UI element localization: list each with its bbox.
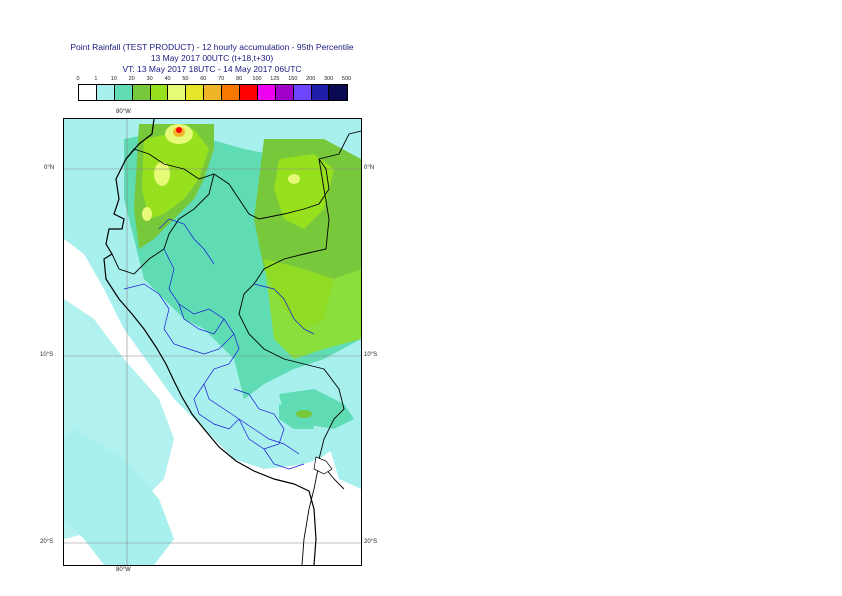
legend-label-2: 10 [110,76,117,82]
title-line-3: VT: 13 May 2017 18UTC - 14 May 2017 06UT… [122,64,302,74]
legend-label-4: 30 [146,76,153,82]
legend-label-12: 150 [288,76,298,82]
legend-swatch-0 [79,85,97,100]
legend-swatch-8 [222,85,241,100]
region-boundary-3 [178,303,225,335]
legend-label-6: 50 [182,76,189,82]
legend-label-13: 200 [306,76,316,82]
rain-area-east [324,419,361,489]
rain-area-lime-east [274,154,334,229]
legend-label-14: 300 [324,76,334,82]
rain-cell-yellow-4 [288,174,300,184]
legend-swatch-6 [186,85,205,100]
region-boundary-7 [253,283,315,335]
legend-swatch-1 [96,85,115,100]
legend-swatch-4 [150,85,169,100]
legend-swatch-2 [114,85,133,100]
rain-cell-yellow-3 [142,207,152,221]
legend-swatch-9 [240,85,258,100]
legend-label-3: 20 [128,76,135,82]
title-line-2: 13 May 2017 00UTC (t+18,t+30) [150,53,274,63]
rain-area-lime [264,259,361,359]
legend-label-10: 100 [252,76,262,82]
region-boundary-2 [123,283,235,355]
region-boundary-4 [193,383,240,430]
rain-cell-green-south [296,410,312,418]
legend-label-5: 40 [164,76,171,82]
rain-cell-red [176,127,182,133]
coastline [103,119,317,565]
rain-area-lime-north [142,129,209,219]
legend-label-1: 1 [94,76,98,82]
rainfall-map [63,118,362,566]
lat-label-left-10: 10°S [40,352,54,358]
legend-color-bar [78,84,349,101]
legend-swatch-7 [204,85,223,100]
border-bolivia-chile [301,463,320,565]
rain-area-ocean-south [64,429,174,565]
legend-swatch-12 [293,85,312,100]
border-colombia [125,130,361,220]
legend-label-7: 60 [200,76,207,82]
legend-swatch-3 [132,85,151,100]
rain-area-medium-3 [279,404,314,429]
lat-label-left-20: 20°S [40,539,54,545]
legend-label-0: 0 [76,76,80,82]
legend-swatch-14 [329,85,348,100]
lat-label-right-0: 0°N [364,165,375,171]
lat-label-right-10: 10°S [364,352,378,358]
legend-label-9: 80 [236,76,243,82]
rain-cell-yellow-2 [154,162,170,186]
title-line-1: Point Rainfall (TEST PRODUCT) - 12 hourl… [70,42,354,52]
region-boundary-5 [233,388,285,450]
legend-label-8: 70 [218,76,225,82]
lon-label-top: 80°W [116,109,131,115]
legend-label-15: 500 [341,76,352,82]
legend-swatch-13 [311,85,330,100]
lat-label-right-20: 20°S [364,539,378,545]
lat-label-left-0: 0°N [44,165,55,171]
region-boundary-6 [263,448,305,470]
lon-label-bottom: 80°W [116,567,131,573]
border-ecuador [111,173,215,275]
legend-label-11: 125 [270,76,280,82]
lake-titicaca [313,456,333,475]
legend-swatch-10 [257,85,276,100]
border-brazil-bolivia [238,158,345,490]
legend-swatch-11 [275,85,294,100]
chart-titles: Point Rainfall (TEST PRODUCT) - 12 hourl… [0,42,424,75]
region-boundary-8 [158,218,215,265]
legend-swatch-5 [168,85,187,100]
map-svg [64,119,361,565]
